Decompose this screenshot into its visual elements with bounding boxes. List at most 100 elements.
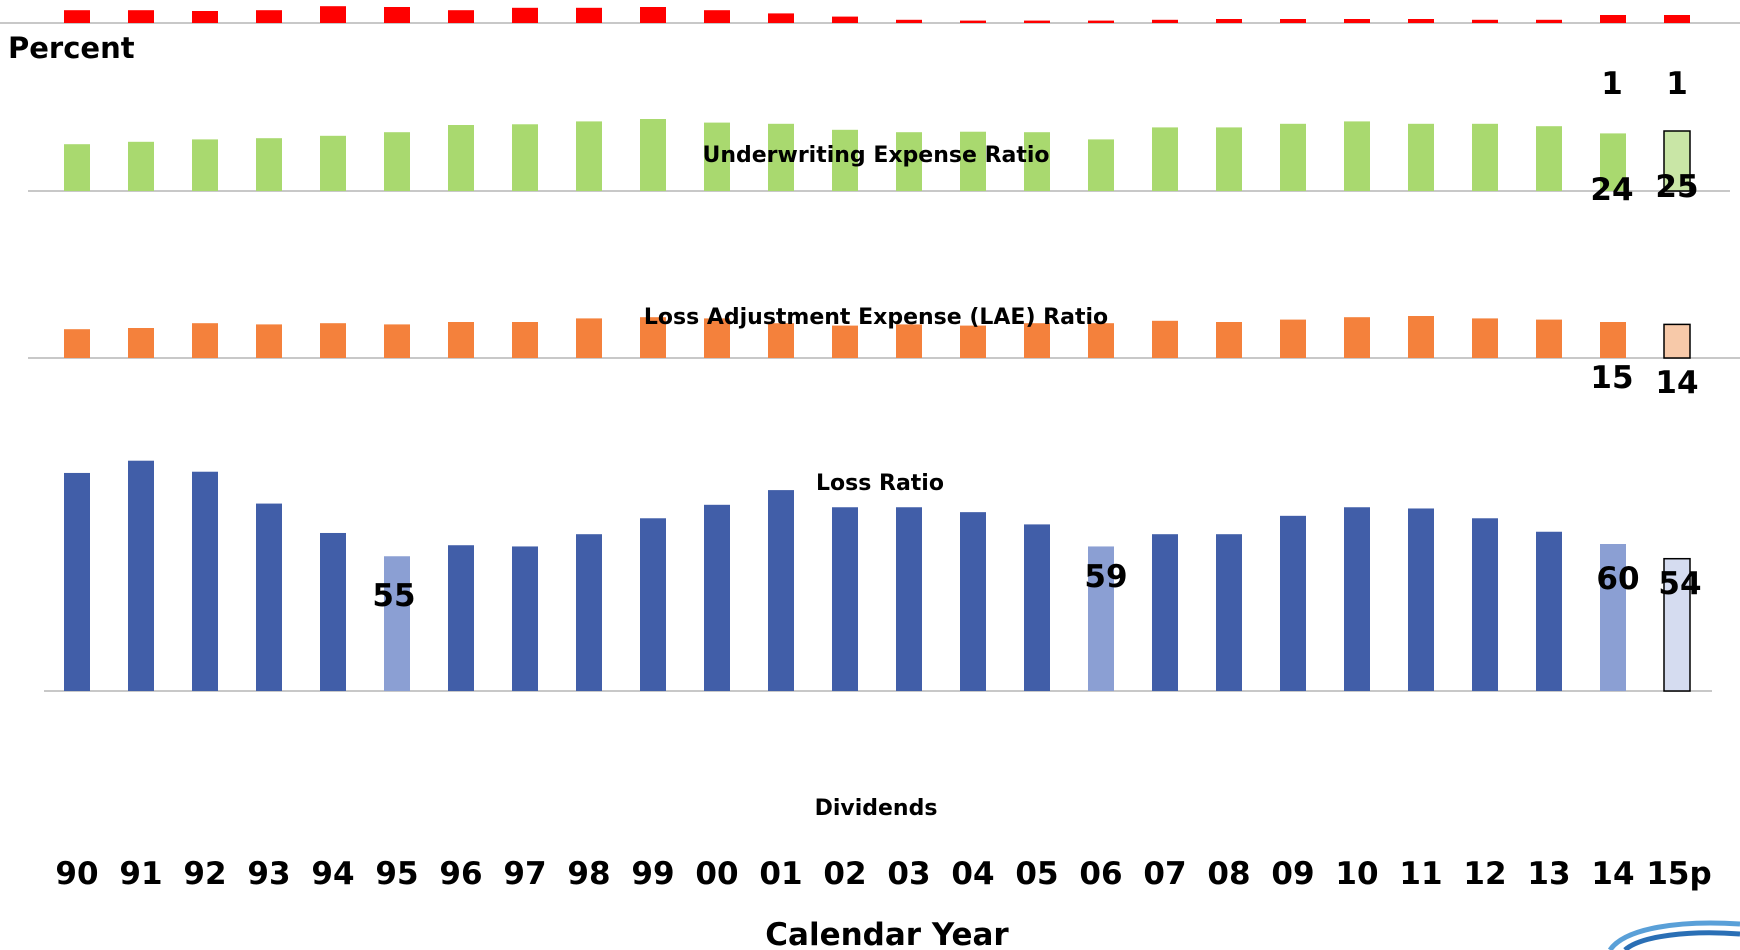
- logo-mark: [1607, 920, 1740, 950]
- bar-lae-13: [1536, 319, 1562, 358]
- bar-underwriting-01: [768, 123, 794, 191]
- data-label-loss-14: 60: [1596, 561, 1639, 597]
- bar-underwriting-05: [1024, 132, 1050, 191]
- data-label-lae-14: 15: [1590, 360, 1633, 396]
- bar-lae-05: [1024, 323, 1050, 358]
- bar-dividends-13: [1536, 19, 1562, 23]
- bar-lae-07: [1152, 320, 1178, 358]
- bar-dividends-08: [1216, 19, 1242, 23]
- x-tick-label-95: 95: [375, 856, 418, 892]
- bar-loss-06: [1088, 546, 1114, 691]
- bar-lae-02: [832, 325, 858, 358]
- x-tick-label-05: 05: [1015, 856, 1058, 892]
- bar-underwriting-14: [1600, 133, 1626, 191]
- bar-dividends-07: [1152, 19, 1178, 23]
- series-name-labels: Underwriting Expense Ratio Loss Adjustme…: [644, 143, 1108, 821]
- bar-dividends-10: [1344, 19, 1370, 23]
- bar-lae-90: [64, 329, 90, 358]
- x-tick-label-96: 96: [439, 856, 482, 892]
- x-tick-label-07: 07: [1143, 856, 1186, 892]
- bar-dividends-09: [1280, 19, 1306, 23]
- bar-lae-06: [1088, 323, 1114, 358]
- x-tick-label-04: 04: [951, 856, 994, 892]
- bar-lae-94: [320, 323, 346, 358]
- bar-dividends-91: [128, 10, 154, 23]
- bar-dividends-14: [1600, 15, 1626, 23]
- bar-lae-08: [1216, 322, 1242, 358]
- bar-dividends-94: [320, 6, 346, 23]
- bar-dividends-11: [1408, 19, 1434, 23]
- bar-loss-03: [896, 507, 922, 691]
- bar-dividends-03: [896, 19, 922, 23]
- x-tick-label-02: 02: [823, 856, 866, 892]
- y-axis-title: Percent: [8, 31, 135, 65]
- bar-dividends-92: [192, 11, 218, 23]
- bar-loss-02: [832, 507, 858, 691]
- bar-loss-12: [1472, 518, 1498, 691]
- x-tick-label-13: 13: [1527, 856, 1570, 892]
- bar-lae-15p: [1663, 323, 1691, 359]
- x-tick-label-14: 14: [1591, 856, 1634, 892]
- bar-dividends-02: [832, 16, 858, 23]
- bar-dividends-97: [512, 7, 538, 23]
- x-tick-label-00: 00: [695, 856, 738, 892]
- bar-underwriting-08: [1216, 127, 1242, 191]
- x-axis-title: Calendar Year: [765, 917, 1009, 950]
- x-tick-label-92: 92: [183, 856, 226, 892]
- bar-dividends-12: [1472, 19, 1498, 23]
- bar-loss-93: [256, 503, 282, 691]
- bar-lae-96: [448, 322, 474, 358]
- bar-dividends-05: [1024, 20, 1050, 23]
- bar-dividends-06: [1088, 20, 1114, 23]
- x-tick-label-09: 09: [1271, 856, 1314, 892]
- bar-loss-97: [512, 546, 538, 691]
- series-label-lae: Loss Adjustment Expense (LAE) Ratio: [644, 305, 1108, 330]
- bar-loss-01: [768, 490, 794, 691]
- bar-underwriting-07: [1152, 127, 1178, 191]
- x-tick-label-08: 08: [1207, 856, 1250, 892]
- bar-loss-98: [576, 534, 602, 691]
- bar-underwriting-95: [384, 132, 410, 191]
- x-tick-label-91: 91: [119, 856, 162, 892]
- bar-loss-05: [1024, 524, 1050, 691]
- bar-loss-00: [704, 504, 730, 691]
- bar-underwriting-12: [1472, 123, 1498, 191]
- series-label-underwriting: Underwriting Expense Ratio: [702, 143, 1049, 168]
- bar-loss-08: [1216, 534, 1242, 691]
- bar-loss-10: [1344, 507, 1370, 691]
- x-tick-label-11: 11: [1399, 856, 1442, 892]
- x-tick-label-12: 12: [1463, 856, 1506, 892]
- bar-loss-15p: [1663, 557, 1691, 692]
- bar-lae-11: [1408, 316, 1434, 358]
- bar-loss-13: [1536, 531, 1562, 691]
- bar-dividends-95: [384, 7, 410, 23]
- bar-underwriting-15p: [1663, 130, 1691, 192]
- data-label-loss-06: 59: [1084, 559, 1127, 595]
- x-tick-label-03: 03: [887, 856, 930, 892]
- x-tick-label-98: 98: [567, 856, 610, 892]
- data-label-loss-15p: 54: [1658, 566, 1701, 602]
- bar-loss-95: [384, 556, 410, 691]
- bar-underwriting-13: [1536, 126, 1562, 191]
- bar-underwriting-97: [512, 124, 538, 191]
- bar-lae-00: [704, 318, 730, 358]
- bar-loss-90: [64, 472, 90, 691]
- bar-loss-92: [192, 471, 218, 691]
- bar-dividends-93: [256, 10, 282, 23]
- bar-dividends-96: [448, 10, 474, 23]
- bar-lae-98: [576, 318, 602, 358]
- bar-underwriting-93: [256, 138, 282, 191]
- bar-loss-11: [1408, 508, 1434, 691]
- bar-lae-97: [512, 322, 538, 358]
- data-label-loss-95: 55: [372, 578, 415, 614]
- series-label-dividends: Dividends: [815, 796, 938, 821]
- bar-underwriting-91: [128, 141, 154, 191]
- data-label-underwriting-15p: 25: [1655, 169, 1698, 205]
- bar-dividends-90: [64, 10, 90, 23]
- x-tick-label-93: 93: [247, 856, 290, 892]
- bar-underwriting-09: [1280, 123, 1306, 191]
- bar-loss-09: [1280, 515, 1306, 691]
- bar-lae-12: [1472, 318, 1498, 358]
- bar-loss-14: [1600, 544, 1626, 691]
- x-tick-labels: 90 91 92 93 94 95 96 97 98 99 00 01 02 03 04 05 06 07 08 09…: [55, 856, 1711, 892]
